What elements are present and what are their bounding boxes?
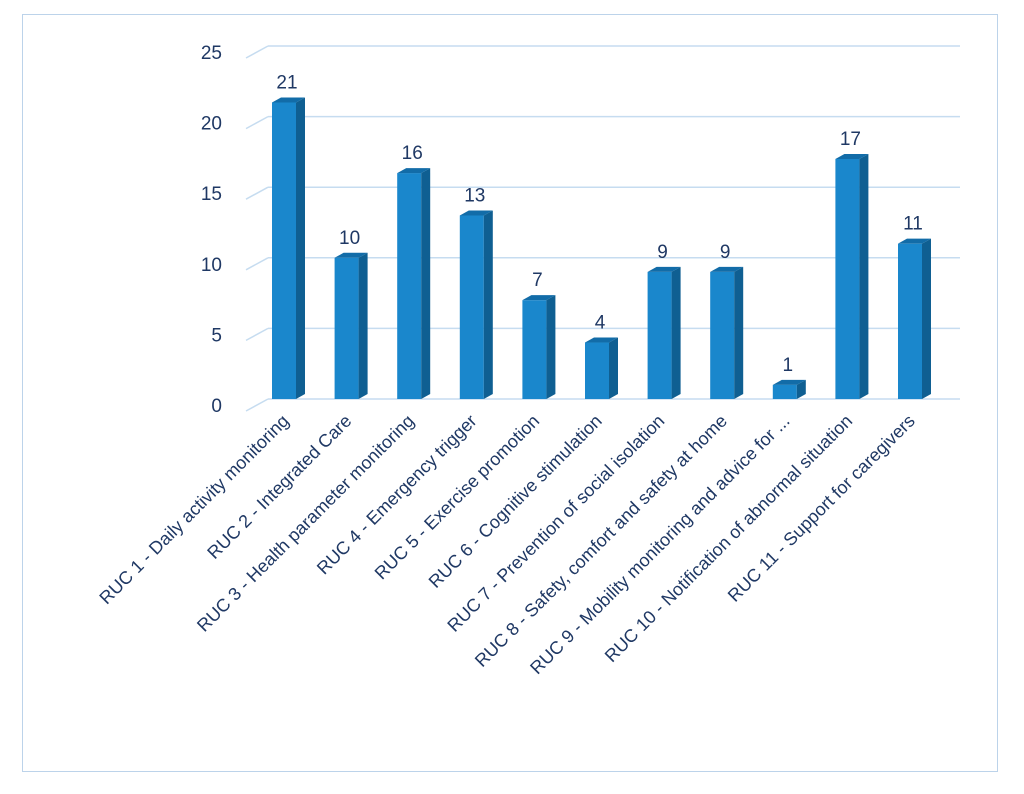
bar: 1: [772, 355, 806, 399]
bar-top: [585, 337, 618, 343]
bar-front: [334, 257, 359, 399]
x-tick-label: RUC 3 - Health parameter monitoring: [193, 411, 418, 636]
bar-front: [459, 215, 484, 399]
gridline-perspective: [245, 45, 269, 59]
y-tick-label: 0: [211, 396, 222, 417]
data-label: 16: [402, 143, 423, 164]
data-label: 10: [339, 228, 360, 249]
bar-top: [522, 295, 556, 301]
data-label: 21: [276, 72, 297, 93]
x-tick-label: RUC 7 - Prevention of social isolation: [443, 411, 668, 636]
chart-frame: [22, 14, 998, 772]
gridline-perspective: [245, 257, 269, 271]
bar: 7: [522, 270, 556, 399]
data-label: 11: [903, 214, 923, 235]
y-tick-label: 15: [201, 184, 222, 205]
bar: 10: [334, 228, 368, 399]
bar-side: [421, 168, 431, 399]
gridline-perspective: [245, 186, 269, 200]
bar-side: [296, 97, 305, 399]
y-tick-label: 10: [201, 255, 222, 276]
bar-front: [772, 384, 797, 399]
bar-side: [358, 252, 368, 399]
bar-side: [922, 238, 931, 399]
bar-side: [609, 337, 618, 399]
bar-side: [734, 266, 744, 399]
y-tick-label: 20: [201, 114, 222, 135]
data-label: 9: [657, 242, 668, 263]
bar: 4: [585, 313, 618, 399]
bar-top: [459, 210, 493, 216]
bar-top: [898, 238, 931, 244]
bar-top: [334, 252, 368, 258]
y-axis: 0 5 10 15 20 25: [201, 43, 222, 417]
bar-front: [272, 102, 296, 399]
bar-top: [397, 168, 431, 174]
bar: 21: [272, 72, 305, 399]
data-label: 1: [783, 355, 794, 376]
bar-side: [859, 153, 869, 399]
bar: 13: [459, 185, 493, 399]
gridline-perspective: [245, 327, 269, 342]
y-tick-label: 25: [201, 43, 222, 64]
bar-top: [647, 266, 681, 272]
bar-front: [585, 342, 609, 399]
data-label: 13: [464, 185, 485, 206]
bar: 9: [647, 242, 681, 399]
bar-top: [772, 379, 806, 385]
bar: 9: [710, 242, 744, 399]
bar-side: [483, 210, 493, 399]
bar-top: [272, 97, 305, 103]
gridline-perspective: [245, 398, 269, 412]
bar: 16: [397, 143, 431, 399]
bar-top: [710, 266, 744, 272]
gridline-perspective: [245, 115, 269, 130]
data-label: 9: [720, 242, 731, 263]
bar-side: [546, 295, 556, 399]
bar-side: [796, 379, 806, 399]
bar-front: [397, 173, 422, 399]
bar-side: [671, 266, 681, 399]
data-label: 17: [840, 129, 861, 150]
bar-front: [898, 243, 922, 399]
bar: 11: [898, 214, 931, 399]
bar-front: [835, 158, 860, 399]
bar-front: [710, 271, 735, 399]
data-label: 4: [595, 313, 606, 334]
bars: 21 10 16 13 7 4 9 9 1 17 11: [272, 72, 931, 399]
bar-top: [835, 153, 869, 159]
y-tick-label: 5: [211, 325, 222, 346]
bar-front: [522, 300, 547, 399]
bar: 17: [835, 129, 869, 399]
bar-front: [647, 271, 672, 399]
data-label: 7: [532, 270, 543, 291]
